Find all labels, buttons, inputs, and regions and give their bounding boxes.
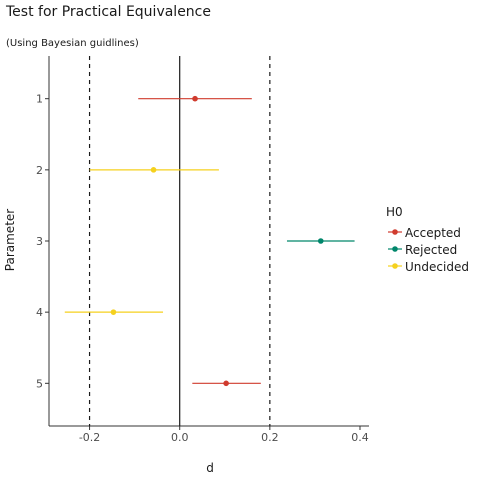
legend-label: Undecided	[405, 260, 469, 274]
estimate-point	[317, 238, 324, 244]
legend-key-point	[392, 263, 398, 269]
plot-area: -0.2 0.0 0.2 0.4 1 2 3 4 5	[36, 56, 369, 444]
x-axis-title: d	[206, 461, 214, 475]
legend-label: Rejected	[405, 243, 457, 257]
estimate-point	[150, 167, 157, 173]
legend-label: Accepted	[405, 226, 461, 240]
y-tick-label: 1	[36, 93, 43, 106]
chart-subtitle: (Using Bayesian guidlines)	[6, 38, 139, 49]
estimate-point	[223, 380, 229, 387]
x-tick-label: -0.2	[79, 431, 100, 444]
legend: H0 Accepted Rejected Undecided	[386, 205, 469, 274]
y-tick-label: 5	[36, 377, 43, 390]
legend-key-point	[392, 246, 398, 252]
y-axis-title: Parameter	[3, 209, 17, 271]
x-tick-label: 0.4	[351, 431, 369, 444]
y-tick-label: 4	[36, 306, 43, 319]
y-tick-label: 3	[36, 235, 43, 248]
legend-title: H0	[386, 205, 403, 219]
chart-title: Test for Practical Equivalence	[5, 4, 211, 20]
estimate-point	[110, 309, 117, 315]
x-tick-label: 0.2	[261, 431, 279, 444]
x-tick-label: 0.0	[171, 431, 189, 444]
y-tick-label: 2	[36, 164, 43, 177]
legend-key-point	[392, 229, 398, 235]
estimate-point	[192, 95, 198, 102]
